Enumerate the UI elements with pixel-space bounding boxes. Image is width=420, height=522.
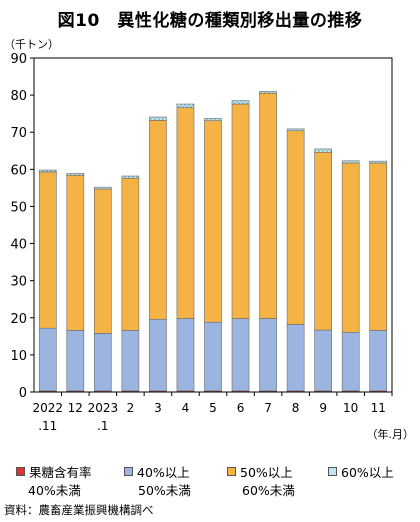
bar-segment-1-6 (204, 321, 222, 392)
bar-segment-1-12 (369, 330, 388, 392)
x-tick-label-11: 10 (343, 401, 358, 415)
bar-segment-3-1 (66, 173, 85, 176)
y-tick-label-1: 10 (10, 349, 27, 364)
legend-sub-2: 60%未満 (242, 483, 295, 498)
bar-segment-2-6 (204, 120, 222, 323)
y-axis-unit-label: （千トン） (4, 38, 59, 51)
x-tick-label-1: 12 (68, 401, 83, 415)
legend-sub-0: 40%未満 (28, 483, 81, 498)
bar-segment-3-0 (38, 169, 57, 173)
legend-label-2: 50%以上 (240, 465, 293, 480)
legend-row-subs: 40%未満 50%未満 60%未満 (6, 480, 420, 498)
bar-segment-3-9 (286, 128, 305, 132)
bar-segment-3-7 (231, 100, 250, 105)
legend-row-names: 果糖含有率 40%以上 50%以上 60%以上 (6, 462, 420, 480)
y-tick-label-4: 40 (10, 238, 27, 253)
y-tick-label-9: 90 (10, 52, 27, 67)
x-tick-label-8: 7 (264, 401, 272, 415)
legend-item-series-3: 60%以上 (328, 462, 394, 481)
bar-segment-2-12 (369, 162, 388, 331)
bar-segment-3-3 (121, 175, 140, 179)
bar-segment-2-7 (231, 103, 250, 319)
x-tick-label-12: 11 (371, 401, 386, 415)
bar-segment-2-5 (176, 107, 195, 319)
y-tick-label-2: 20 (10, 312, 27, 327)
legend: 果糖含有率 40%以上 50%以上 60%以上 40%未満 50%未満 60%未… (6, 462, 420, 498)
x-axis-unit-label: （年.月） (366, 428, 415, 441)
legend-item-series-2: 50%以上 (227, 462, 293, 481)
x-tick-label-6: 5 (209, 401, 217, 415)
legend-label-3: 60%以上 (341, 465, 394, 480)
bar-segment-1-2 (94, 333, 112, 392)
y-tick-label-3: 30 (10, 275, 27, 290)
bar-segment-3-6 (204, 118, 222, 122)
bar-segment-2-9 (286, 130, 305, 325)
x-tick-label-2: 2023 (88, 401, 119, 415)
y-tick-label-7: 70 (10, 126, 27, 141)
bar-segment-3-11 (341, 160, 360, 164)
x-tick-label-0: 2022 (32, 401, 63, 415)
bar-segment-1-7 (231, 318, 250, 392)
bar-segment-3-12 (369, 160, 388, 164)
plot-frame (33, 57, 393, 393)
x-tick-label-4: 3 (154, 401, 162, 415)
bar-segment-1-10 (314, 329, 332, 392)
bar-segment-2-1 (66, 174, 85, 331)
legend-swatch-3 (328, 467, 337, 476)
chart-title: 図10 異性化糖の種類別移出量の推移 (57, 11, 363, 31)
bar-segment-2-3 (121, 177, 140, 331)
bar-segment-3-8 (259, 91, 277, 94)
bar-segment-1-4 (149, 318, 167, 392)
y-tick-label-0: 0 (19, 386, 27, 401)
bar-segment-2-8 (259, 92, 277, 319)
legend-label-0: 果糖含有率 (29, 465, 92, 480)
x-tick-sublabel-0: .11 (38, 419, 57, 433)
x-tick-sublabel-2: .1 (97, 419, 108, 433)
source-note: 資料：農畜産業振興機構調べ (4, 503, 154, 517)
x-tick-label-10: 9 (319, 401, 327, 415)
legend-label-1: 40%以上 (137, 465, 190, 480)
bar-segment-1-5 (176, 318, 195, 392)
bar-segment-2-10 (314, 151, 332, 331)
legend-item-series-0: 果糖含有率 (16, 462, 92, 481)
legend-swatch-1 (124, 467, 133, 476)
bar-segment-1-9 (286, 324, 305, 392)
legend-swatch-0 (16, 467, 25, 476)
y-tick-label-6: 60 (10, 163, 27, 178)
bar-segment-1-1 (66, 330, 85, 392)
bar-segment-3-10 (314, 148, 332, 153)
bar-segment-3-5 (176, 103, 195, 109)
bar-segment-2-2 (94, 188, 112, 334)
x-tick-label-5: 4 (182, 401, 190, 415)
x-tick-label-3: 2 (127, 401, 135, 415)
legend-swatch-2 (227, 467, 236, 476)
bar-segment-3-2 (94, 186, 112, 190)
bar-segment-2-4 (149, 120, 167, 320)
bar-segment-1-11 (341, 331, 360, 392)
bar-segment-2-0 (38, 171, 57, 329)
x-tick-label-7: 6 (237, 401, 245, 415)
bar-segment-1-3 (121, 330, 140, 392)
bar-segment-1-0 (38, 327, 57, 392)
bar-segment-3-4 (149, 116, 167, 121)
legend-sub-1: 50%未満 (138, 483, 191, 498)
y-tick-label-5: 50 (10, 200, 27, 215)
y-tick-label-8: 80 (10, 89, 27, 104)
stacked-bar-chart: 0 10 20 30 40 50 60 70 80 90 2022 .11 12 2023 .1 2 3 4 5 6 7… (10, 52, 393, 433)
legend-item-series-1: 40%以上 (124, 462, 190, 481)
x-tick-label-9: 8 (292, 401, 300, 415)
bar-segment-1-8 (259, 318, 277, 392)
bar-segment-2-11 (341, 162, 360, 333)
